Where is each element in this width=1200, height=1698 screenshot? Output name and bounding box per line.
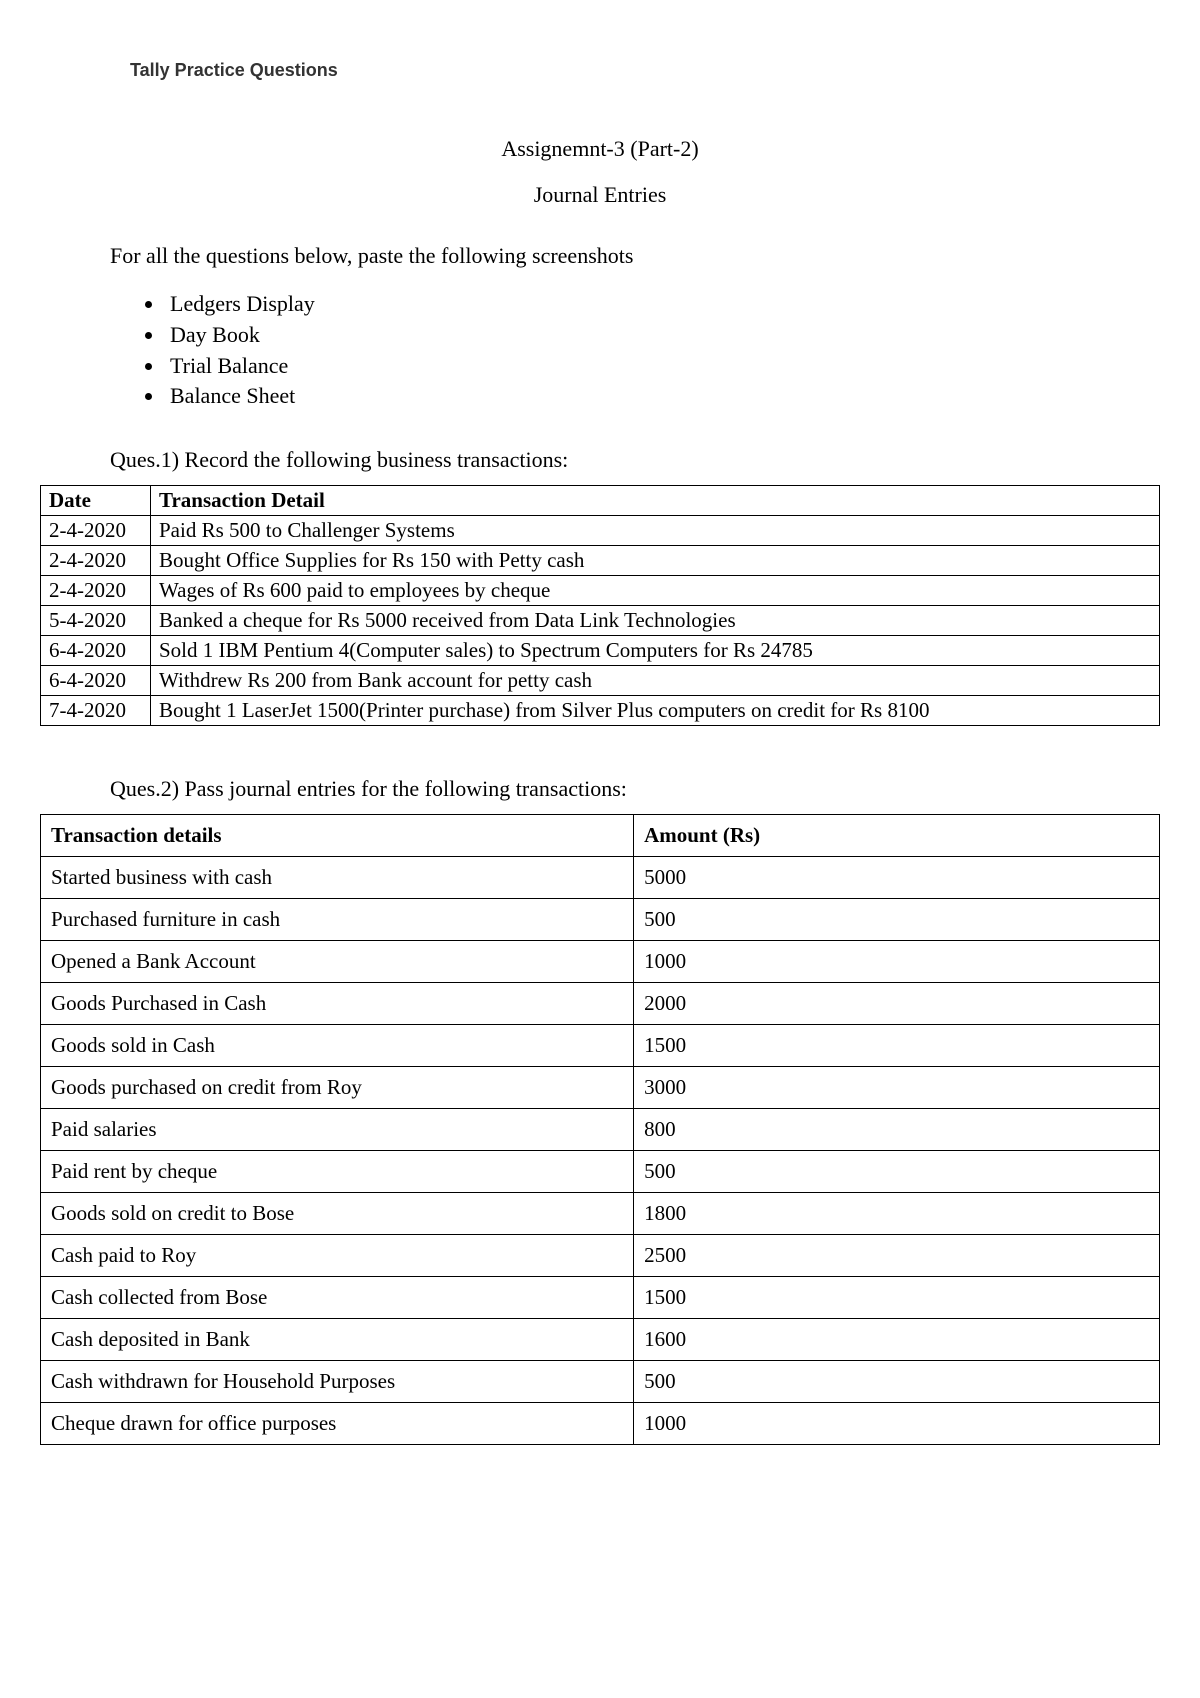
table-row: Started business with cash5000: [41, 857, 1160, 899]
table-row: 5-4-2020Banked a cheque for Rs 5000 rece…: [41, 606, 1160, 636]
question-2-table: Transaction details Amount (Rs) Started …: [40, 814, 1160, 1445]
table-cell: 5-4-2020: [41, 606, 151, 636]
table-row: Goods Purchased in Cash2000: [41, 983, 1160, 1025]
table-cell: 1500: [634, 1277, 1160, 1319]
table-body-2: Started business with cash5000Purchased …: [41, 857, 1160, 1445]
table-row: 7-4-2020Bought 1 LaserJet 1500(Printer p…: [41, 696, 1160, 726]
table-row: Paid rent by cheque500: [41, 1151, 1160, 1193]
intro-text: For all the questions below, paste the f…: [110, 243, 1090, 269]
table-cell: Sold 1 IBM Pentium 4(Computer sales) to …: [151, 636, 1160, 666]
table-header-row: Date Transaction Detail: [41, 486, 1160, 516]
table-header-row: Transaction details Amount (Rs): [41, 815, 1160, 857]
table-cell: 1000: [634, 941, 1160, 983]
table-cell: 7-4-2020: [41, 696, 151, 726]
table-cell: Banked a cheque for Rs 5000 received fro…: [151, 606, 1160, 636]
table-row: 6-4-2020Withdrew Rs 200 from Bank accoun…: [41, 666, 1160, 696]
table-cell: 2000: [634, 983, 1160, 1025]
question-1-table: Date Transaction Detail 2-4-2020Paid Rs …: [40, 485, 1160, 726]
table-cell: 800: [634, 1109, 1160, 1151]
table-cell: 2-4-2020: [41, 576, 151, 606]
table-cell: 3000: [634, 1067, 1160, 1109]
list-item: Balance Sheet: [165, 381, 1090, 412]
table-cell: Cash deposited in Bank: [41, 1319, 634, 1361]
table-body-1: 2-4-2020Paid Rs 500 to Challenger System…: [41, 516, 1160, 726]
table-cell: 2-4-2020: [41, 546, 151, 576]
table-row: Cheque drawn for office purposes1000: [41, 1403, 1160, 1445]
table-row: Cash withdrawn for Household Purposes500: [41, 1361, 1160, 1403]
table-row: 2-4-2020Wages of Rs 600 paid to employee…: [41, 576, 1160, 606]
screenshot-list: Ledgers Display Day Book Trial Balance B…: [110, 289, 1090, 412]
table-cell: 500: [634, 899, 1160, 941]
question-1-text: Ques.1) Record the following business tr…: [110, 447, 1090, 473]
list-item: Ledgers Display: [165, 289, 1090, 320]
list-item: Trial Balance: [165, 351, 1090, 382]
table-row: Cash collected from Bose1500: [41, 1277, 1160, 1319]
table-cell: Bought Office Supplies for Rs 150 with P…: [151, 546, 1160, 576]
table-cell: 5000: [634, 857, 1160, 899]
table-row: Goods purchased on credit from Roy3000: [41, 1067, 1160, 1109]
table-cell: Purchased furniture in cash: [41, 899, 634, 941]
document-content: Assignemnt-3 (Part-2) Journal Entries Fo…: [40, 136, 1160, 1445]
table-cell: Goods sold in Cash: [41, 1025, 634, 1067]
table-cell: Cash paid to Roy: [41, 1235, 634, 1277]
table-cell: Goods sold on credit to Bose: [41, 1193, 634, 1235]
table-cell: Withdrew Rs 200 from Bank account for pe…: [151, 666, 1160, 696]
list-item: Day Book: [165, 320, 1090, 351]
table-row: Paid salaries800: [41, 1109, 1160, 1151]
table-header-amount: Amount (Rs): [634, 815, 1160, 857]
table-cell: 1000: [634, 1403, 1160, 1445]
table-row: Goods sold on credit to Bose1800: [41, 1193, 1160, 1235]
table-cell: 500: [634, 1361, 1160, 1403]
table-cell: 500: [634, 1151, 1160, 1193]
assignment-subtitle: Journal Entries: [110, 182, 1090, 208]
table-header-detail: Transaction Detail: [151, 486, 1160, 516]
table-cell: Wages of Rs 600 paid to employees by che…: [151, 576, 1160, 606]
table-cell: 1600: [634, 1319, 1160, 1361]
table-row: Purchased furniture in cash500: [41, 899, 1160, 941]
table-header-date: Date: [41, 486, 151, 516]
assignment-title: Assignemnt-3 (Part-2): [110, 136, 1090, 162]
table-cell: Cash withdrawn for Household Purposes: [41, 1361, 634, 1403]
table-cell: Bought 1 LaserJet 1500(Printer purchase)…: [151, 696, 1160, 726]
table-cell: 6-4-2020: [41, 636, 151, 666]
table-row: Cash deposited in Bank1600: [41, 1319, 1160, 1361]
question-2-text: Ques.2) Pass journal entries for the fol…: [110, 776, 1090, 802]
table-cell: Cheque drawn for office purposes: [41, 1403, 634, 1445]
table-cell: Paid Rs 500 to Challenger Systems: [151, 516, 1160, 546]
table-cell: 2500: [634, 1235, 1160, 1277]
table-cell: Opened a Bank Account: [41, 941, 634, 983]
table-cell: Paid rent by cheque: [41, 1151, 634, 1193]
table-cell: Goods purchased on credit from Roy: [41, 1067, 634, 1109]
table-cell: 2-4-2020: [41, 516, 151, 546]
table-cell: 1800: [634, 1193, 1160, 1235]
table-cell: 1500: [634, 1025, 1160, 1067]
table-cell: Paid salaries: [41, 1109, 634, 1151]
table-row: Cash paid to Roy2500: [41, 1235, 1160, 1277]
table-cell: Started business with cash: [41, 857, 634, 899]
table-cell: Goods Purchased in Cash: [41, 983, 634, 1025]
page-header: Tally Practice Questions: [130, 60, 1160, 81]
table-row: 2-4-2020Paid Rs 500 to Challenger System…: [41, 516, 1160, 546]
table-row: Opened a Bank Account1000: [41, 941, 1160, 983]
table-cell: Cash collected from Bose: [41, 1277, 634, 1319]
table-cell: 6-4-2020: [41, 666, 151, 696]
table-row: 6-4-2020Sold 1 IBM Pentium 4(Computer sa…: [41, 636, 1160, 666]
table-row: 2-4-2020Bought Office Supplies for Rs 15…: [41, 546, 1160, 576]
table-row: Goods sold in Cash1500: [41, 1025, 1160, 1067]
table-header-details: Transaction details: [41, 815, 634, 857]
